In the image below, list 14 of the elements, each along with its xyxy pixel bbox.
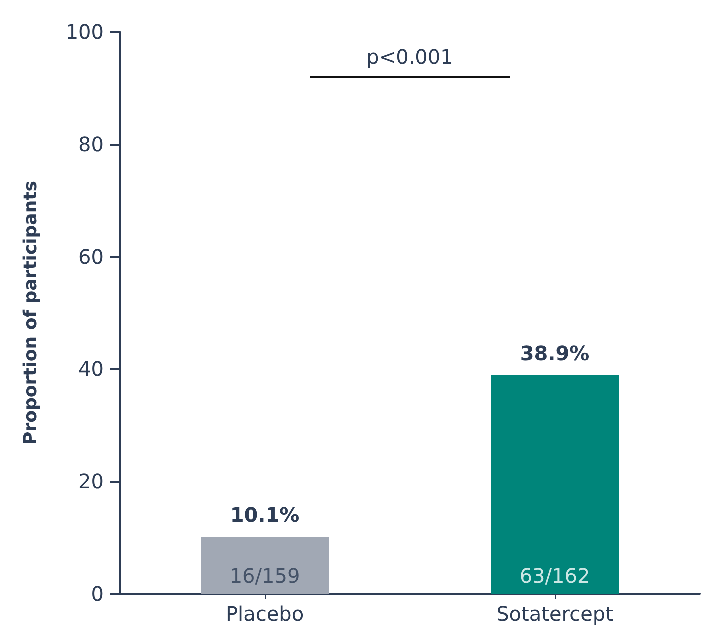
annotation: 63/162 bbox=[520, 564, 590, 588]
y-tick-label: 0 bbox=[91, 582, 104, 606]
y-axis-title: Proportion of participants bbox=[20, 181, 42, 445]
x-tick-label: Placebo bbox=[226, 602, 304, 626]
data-label: 10.1% bbox=[230, 503, 300, 528]
annotation: 16/159 bbox=[230, 564, 300, 588]
y-tick-label: 100 bbox=[66, 20, 104, 44]
data-label: 38.9% bbox=[520, 341, 590, 366]
annotation: p<0.001 bbox=[366, 44, 454, 69]
y-tick-label: 80 bbox=[78, 132, 104, 156]
y-tick-label: 20 bbox=[78, 470, 104, 494]
y-tick-label: 60 bbox=[78, 244, 104, 269]
y-tick-label: 40 bbox=[78, 357, 104, 382]
x-tick-label: Sotatercept bbox=[496, 602, 614, 626]
